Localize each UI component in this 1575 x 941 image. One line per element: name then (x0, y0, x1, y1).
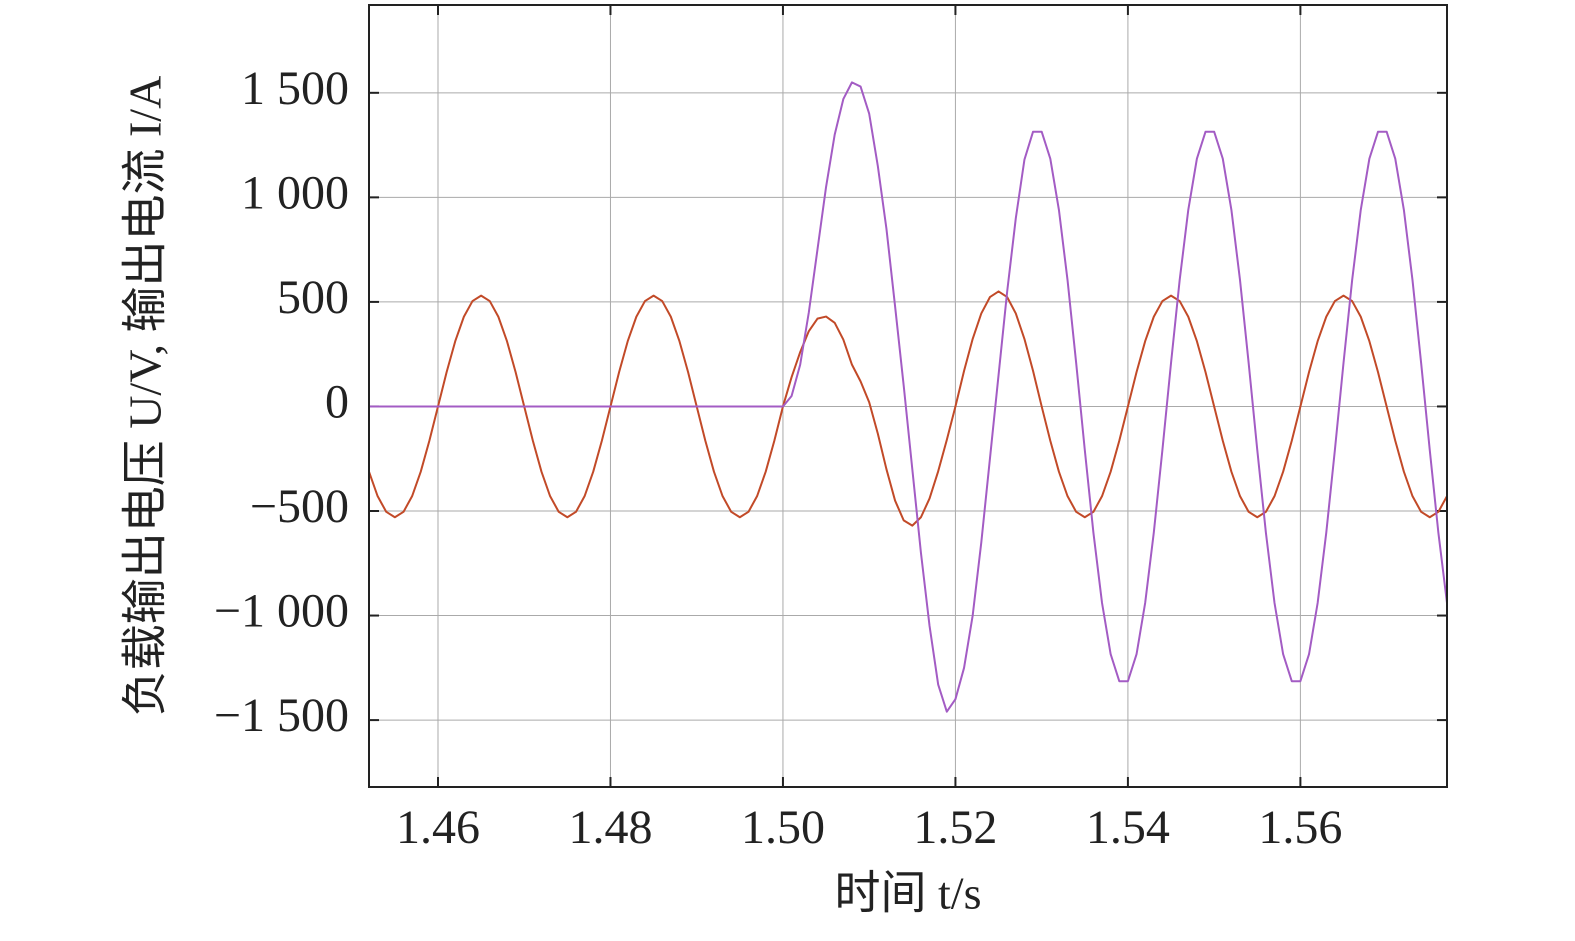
x-tick-label: 1.56 (1258, 801, 1342, 854)
plot-frame (368, 4, 1448, 788)
x-tick-label: 1.46 (396, 801, 480, 854)
y-tick-label: −1 000 (214, 585, 349, 638)
y-axis-title: 负载输出电压 U/V, 输出电流 I/A (120, 76, 171, 717)
y-tick-label: 1 500 (241, 62, 349, 115)
x-tick-label: 1.52 (913, 801, 997, 854)
series-line (369, 81, 1448, 713)
x-tick-label: 1.54 (1086, 801, 1170, 854)
y-tick-label: 0 (325, 375, 349, 428)
series-line (368, 290, 1448, 527)
y-tick-label: 500 (277, 271, 349, 324)
x-axis-title: 时间 t/s (835, 868, 982, 919)
x-tick-label: 1.50 (741, 801, 825, 854)
y-tick-label: −1 500 (214, 689, 349, 742)
x-tick-label: 1.48 (568, 801, 652, 854)
y-tick-label: 1 000 (241, 166, 349, 219)
y-tick-label: −500 (250, 480, 349, 533)
